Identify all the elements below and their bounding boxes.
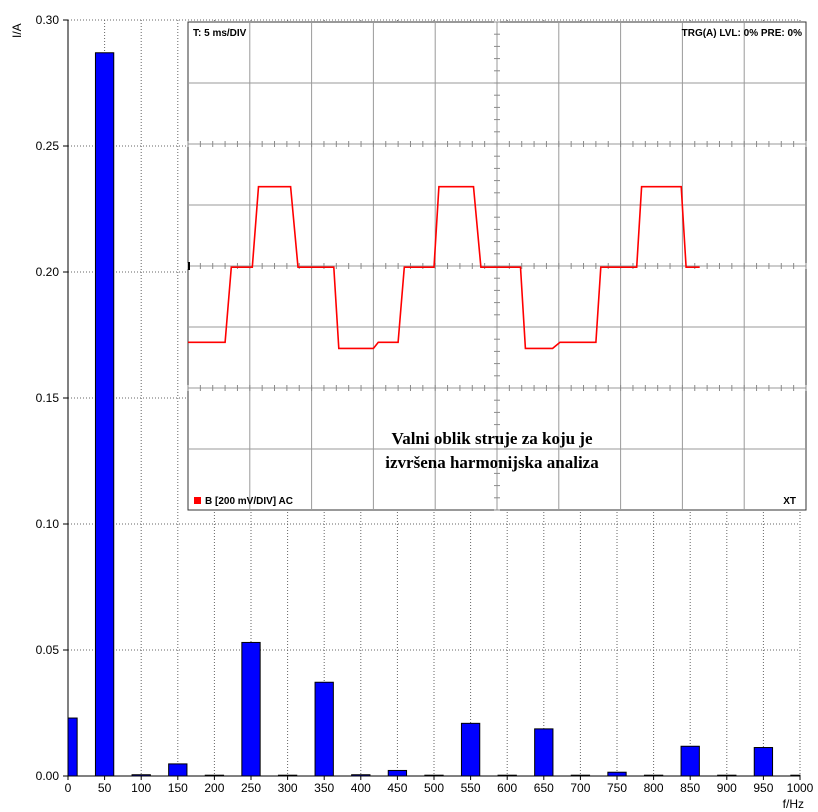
x-tick-label: 550	[461, 781, 481, 795]
inset-channel-label: B [200 mV/DIV] AC	[205, 496, 293, 507]
x-tick-label: 450	[387, 781, 407, 795]
waveform-trace	[188, 185, 700, 350]
y-tick-labels: 0.00 0.05 0.10 0.15 0.20 0.25 0.30	[36, 13, 60, 783]
y-tick-label: 0.15	[36, 391, 60, 405]
y-tick-label: 0.30	[36, 13, 60, 27]
x-tick-label: 1000	[787, 781, 814, 795]
x-tick-label: 850	[680, 781, 700, 795]
x-tick-label: 650	[534, 781, 554, 795]
y-axis-label: I/A	[10, 23, 24, 38]
bar	[680, 745, 700, 777]
x-tick-label: 250	[241, 781, 261, 795]
bar	[314, 681, 334, 777]
x-tick-label: 900	[717, 781, 737, 795]
x-tick-label: 350	[314, 781, 334, 795]
bar	[94, 52, 115, 777]
x-tick-label: 300	[278, 781, 298, 795]
x-tick-label: 150	[168, 781, 188, 795]
y-tick-label: 0.25	[36, 139, 60, 153]
inset-caption-line-2: izvršena harmonijska analiza	[385, 453, 599, 472]
x-tick-label: 700	[570, 781, 590, 795]
inset-mode-label: XT	[783, 496, 796, 507]
x-tick-label: 800	[644, 781, 664, 795]
y-tick-label: 0.00	[36, 769, 60, 783]
x-tick-label: 400	[351, 781, 371, 795]
bar	[67, 717, 78, 777]
inset-trigger-label: TRG(A) LVL: 0% PRE: 0%	[682, 28, 802, 39]
bar	[168, 763, 188, 777]
y-tick-label: 0.10	[36, 517, 60, 531]
inset-caption-line-1: Valni oblik struje za koju je	[391, 429, 592, 448]
x-tick-label: 500	[424, 781, 444, 795]
plot-axes	[63, 19, 801, 780]
x-tick-label: 200	[204, 781, 224, 795]
x-axis-label: f/Hz	[783, 797, 804, 811]
bar	[387, 769, 408, 777]
y-tick-label: 0.05	[36, 643, 60, 657]
x-tick-label: 0	[65, 781, 72, 795]
bar	[241, 641, 261, 777]
x-tick-label: 50	[98, 781, 112, 795]
y-tick-label: 0.20	[36, 265, 60, 279]
x-tick-label: 100	[131, 781, 151, 795]
x-tick-label: 950	[753, 781, 773, 795]
waveform-inset: T: 5 ms/DIV TRG(A) LVL: 0% PRE: 0% B [20…	[187, 21, 807, 511]
x-tick-label: 600	[497, 781, 517, 795]
channel-b-swatch	[194, 497, 201, 504]
inset-grid	[187, 21, 807, 511]
bar	[534, 728, 554, 777]
bar	[607, 771, 627, 777]
x-tick-label: 750	[607, 781, 627, 795]
bar	[753, 747, 774, 777]
x-tick-labels: 0 50 100 150 200 250 300 350 400 450 500 550 600 650 7…	[65, 781, 814, 795]
bar	[460, 722, 481, 777]
inset-timebase-label: T: 5 ms/DIV	[193, 28, 247, 39]
